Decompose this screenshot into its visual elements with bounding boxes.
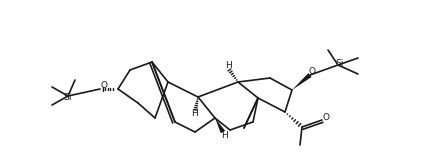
Text: O: O bbox=[101, 82, 107, 90]
Text: H: H bbox=[221, 131, 228, 139]
Text: Si: Si bbox=[64, 93, 72, 101]
Text: H: H bbox=[192, 109, 198, 117]
Text: O: O bbox=[308, 67, 316, 77]
Text: Si: Si bbox=[336, 59, 344, 67]
Text: O: O bbox=[322, 114, 329, 122]
Polygon shape bbox=[215, 118, 225, 133]
Text: H: H bbox=[225, 61, 232, 69]
Polygon shape bbox=[292, 73, 312, 90]
